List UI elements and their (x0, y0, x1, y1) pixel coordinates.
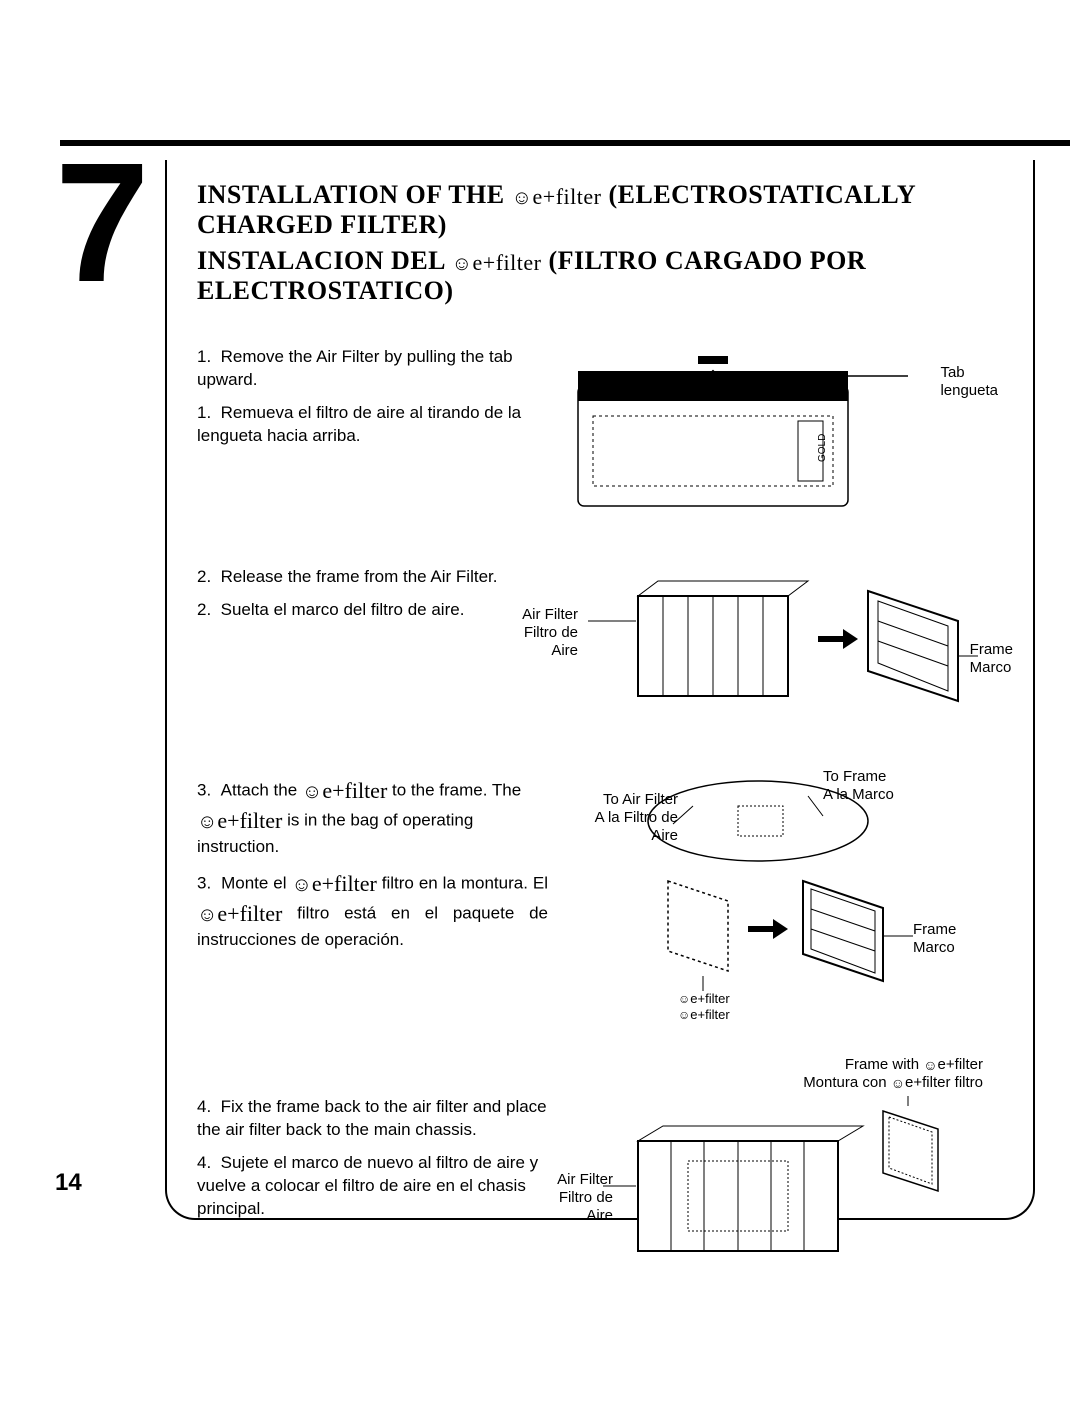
step-2-text: 2. Release the frame from the Air Filter… (197, 566, 548, 632)
label-tab-es: lengueta (940, 382, 998, 400)
content-frame: INSTALLATION OF THE ☺e+filter (ELECTROST… (165, 160, 1035, 1220)
brand-filter-icon: ☺e+filter (197, 899, 282, 929)
label-airfilter-es: Filtro de Aire (498, 624, 578, 660)
step-3-text: 3. Attach the ☺e+filter to the frame. Th… (197, 776, 548, 962)
label-frame3-es: Marco (913, 939, 956, 957)
label-airfilter4-en: Air Filter (538, 1171, 613, 1189)
label-frame: Frame Marco (970, 641, 1013, 677)
label-to-frame: To Frame A la Marco (823, 768, 894, 804)
top-rule (60, 140, 1070, 146)
label-framewith-es: Montura con (803, 1074, 891, 1091)
section-number: 7 (55, 155, 150, 291)
step-1-es: Remueva el filtro de aire al tirando de … (197, 403, 521, 445)
label-framewith-en-brand: e+filter (938, 1056, 983, 1073)
figure-4-illustration (568, 1066, 998, 1276)
label-frame-es: Marco (970, 659, 1013, 677)
label-to-airfilter-en: To Air Filter (583, 791, 678, 809)
label-framewith-es-brand: e+filter (905, 1074, 950, 1091)
label-frame-with: Frame with ☺e+filter Montura con ☺e+filt… (753, 1056, 983, 1092)
label-to-frame-es: A la Marco (823, 786, 894, 804)
step-3-figure: To Air Filter A la Filtro de Aire To Fra… (568, 776, 998, 1016)
title-block: INSTALLATION OF THE ☺e+filter (ELECTROST… (197, 180, 998, 306)
label-frame3-en: Frame (913, 921, 956, 939)
step-1-text: 1. Remove the Air Filter by pulling the … (197, 346, 548, 458)
figure-2-illustration (568, 566, 998, 716)
step-1-en: Remove the Air Filter by pulling the tab… (197, 347, 513, 389)
brand-filter-icon: ☺e+filter (197, 806, 282, 836)
brand-filter-icon: ☺e+filter (302, 776, 387, 806)
label-tab: Tab lengueta (940, 364, 998, 400)
step-1: 1. Remove the Air Filter by pulling the … (197, 346, 998, 516)
title-es-pre: INSTALACION DEL (197, 246, 452, 275)
brand-filter-icon: ☺e+filter (452, 250, 542, 276)
title-en: INSTALLATION OF THE ☺e+filter (ELECTROST… (197, 180, 998, 240)
title-es: INSTALACION DEL ☺e+filter (FILTRO CARGAD… (197, 246, 998, 306)
step-2-es: Suelta el marco del filtro de aire. (221, 600, 465, 619)
brand-filter-icon: ☺ (923, 1057, 937, 1074)
step-4-en: Fix the frame back to the air filter and… (197, 1097, 547, 1139)
label-to-frame-en: To Frame (823, 768, 894, 786)
brand-filter-icon: ☺e+filter (512, 184, 602, 210)
step-2-en: Release the frame from the Air Filter. (221, 567, 498, 586)
label-airfilter4: Air Filter Filtro de Aire (538, 1171, 613, 1225)
page-number: 14 (55, 1169, 82, 1197)
step-2: 2. Release the frame from the Air Filter… (197, 566, 998, 716)
step-3-es-mid: filtro en la montura. El (377, 873, 548, 892)
figure-1-illustration: GOLD (568, 346, 998, 516)
brand-filter-icon: ☺ (678, 1008, 690, 1022)
step-3-en-mid: to the frame. The (387, 781, 521, 800)
label-to-airfilter-es: A la Filtro de Aire (583, 809, 678, 845)
step-4: 4. Fix the frame back to the air filter … (197, 1066, 998, 1276)
brand-filter-icon: ☺ (891, 1075, 905, 1092)
label-efilter3b: e+filter (690, 1007, 729, 1022)
brand-filter-icon: ☺e+filter (291, 869, 376, 899)
label-tab-en: Tab (940, 364, 998, 382)
step-4-figure: Frame with ☺e+filter Montura con ☺e+filt… (568, 1066, 998, 1276)
label-airfilter-en: Air Filter (498, 606, 578, 624)
svg-text:GOLD: GOLD (817, 434, 828, 462)
step-3-es-pre: Monte el (221, 873, 291, 892)
label-framewith-es-post: filtro (950, 1074, 983, 1091)
label-frame-en: Frame (970, 641, 1013, 659)
label-frame3: Frame Marco (913, 921, 956, 957)
step-3-en-pre: Attach the (221, 781, 302, 800)
step-2-figure: Air Filter Filtro de Aire Frame Marco (568, 566, 998, 716)
label-efilter3a: e+filter (690, 991, 729, 1006)
label-to-airfilter: To Air Filter A la Filtro de Aire (583, 791, 678, 845)
brand-filter-icon: ☺ (678, 992, 690, 1006)
label-efilter3: ☺e+filter ☺e+filter (678, 991, 730, 1023)
label-airfilter: Air Filter Filtro de Aire (498, 606, 578, 660)
step-3: 3. Attach the ☺e+filter to the frame. Th… (197, 776, 998, 1016)
step-4-es: Sujete el marco de nuevo al filtro de ai… (197, 1153, 538, 1218)
step-1-figure: GOLD Tab lengueta (568, 346, 998, 516)
label-airfilter4-es: Filtro de Aire (538, 1189, 613, 1225)
title-en-pre: INSTALLATION OF THE (197, 180, 512, 209)
step-4-text: 4. Fix the frame back to the air filter … (197, 1096, 548, 1231)
label-framewith-en: Frame with (845, 1056, 923, 1073)
